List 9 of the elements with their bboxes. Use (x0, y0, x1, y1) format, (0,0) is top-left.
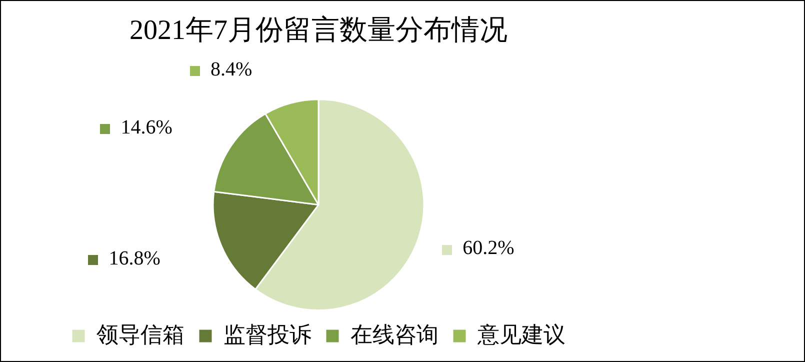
legend-label: 领导信箱 (96, 322, 184, 347)
legend-label: 监督投诉 (224, 322, 312, 347)
data-label: 60.2% (462, 236, 514, 259)
chart-title: 2021年7月份留言数量分布情况 (130, 15, 508, 46)
data-label: 16.8% (108, 248, 160, 270)
legend-label: 在线咨询 (350, 322, 438, 347)
data-label: 8.4% (210, 58, 252, 81)
data-label: 14.6% (120, 116, 172, 138)
legend-label: 意见建议 (476, 322, 566, 347)
